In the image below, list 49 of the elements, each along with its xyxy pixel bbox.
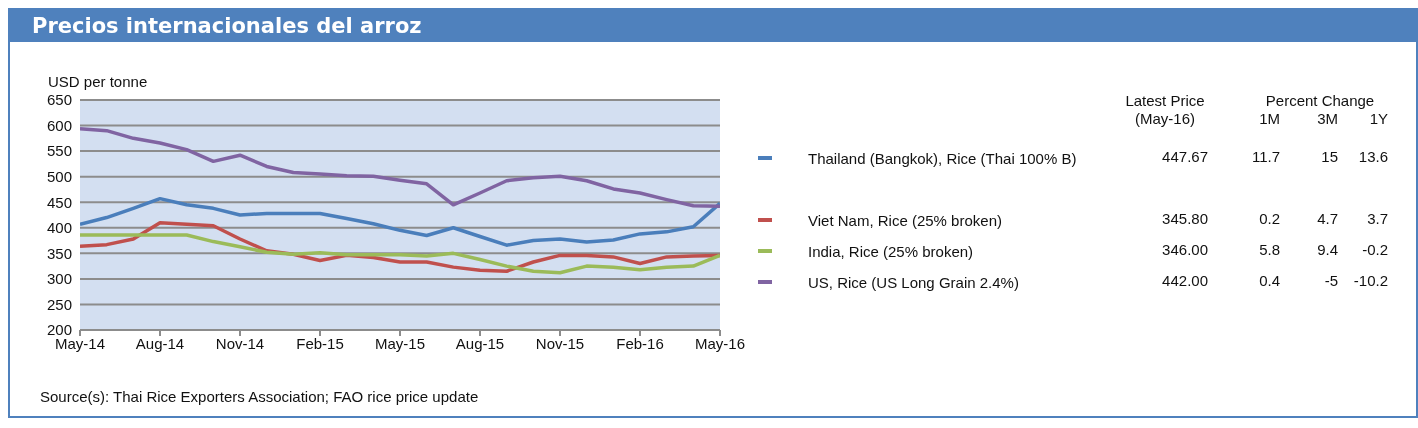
x-tick-label: Feb-16: [616, 334, 664, 352]
text: 3M: [1317, 110, 1338, 127]
text: 442.00: [1161, 272, 1208, 289]
text: Percent Change: [1264, 92, 1376, 109]
x-tick-label: Feb-15: [296, 334, 344, 352]
text: 1Y: [1369, 110, 1388, 127]
y-tick-label: 600: [46, 116, 72, 134]
line-series: [80, 196, 720, 247]
text: -0.2: [1362, 241, 1388, 258]
text: 0.2: [1259, 210, 1280, 227]
text: 11.7: [1251, 148, 1280, 165]
text: (May-16): [1134, 110, 1196, 127]
text: 345.80: [1161, 210, 1208, 227]
legend-label: Thailand (Bangkok), Rice (Thai 100% B): [808, 149, 1078, 169]
text: Latest Price: [1124, 92, 1206, 109]
chart-title: Precios internacionales del arroz: [10, 10, 1416, 42]
x-tick-label: Nov-15: [535, 334, 585, 352]
y-tick-label: 250: [46, 295, 72, 313]
y-tick-label: 400: [46, 219, 72, 237]
line-series: [80, 126, 720, 209]
text: 346.00: [1161, 241, 1208, 258]
x-tick-label: May-15: [374, 334, 426, 352]
x-tick-label: Aug-15: [455, 334, 505, 352]
legend-label: US, Rice (US Long Grain 2.4%): [808, 273, 1020, 293]
y-tick-label: 650: [46, 91, 72, 109]
x-tick-label: Nov-14: [215, 334, 265, 352]
y-tick-label: 500: [46, 167, 72, 185]
source-note: Source(s): Thai Rice Exporters Association; FAO rice price update: [40, 388, 479, 405]
text: 9.4: [1317, 241, 1338, 258]
y-tick-label: 350: [46, 244, 72, 262]
text: 5.8: [1259, 241, 1280, 258]
text: -5: [1324, 272, 1338, 289]
text: 447.67: [1161, 148, 1208, 165]
legend-label: Viet Nam, Rice (25% broken): [808, 211, 1003, 231]
y-tick-label: 450: [46, 193, 72, 211]
text: 0.4: [1259, 272, 1280, 289]
text: 1M: [1258, 110, 1280, 127]
y-tick-label: 550: [46, 142, 72, 160]
line-series: [80, 233, 720, 275]
x-tick-label: Aug-14: [135, 334, 185, 352]
y-axis-title: USD per tonne: [48, 73, 148, 90]
y-tick-label: 300: [46, 270, 72, 288]
text: 13.6: [1358, 148, 1388, 165]
x-tick-label: May-16: [694, 334, 746, 352]
legend-label: India, Rice (25% broken): [808, 242, 975, 262]
text: 4.7: [1317, 210, 1338, 227]
text: -10.2: [1353, 272, 1388, 289]
text: 15: [1321, 148, 1338, 165]
text: 3.7: [1367, 210, 1388, 227]
